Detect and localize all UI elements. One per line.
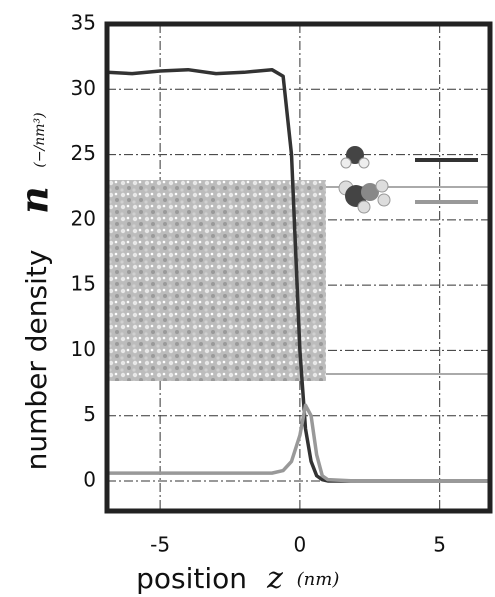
- y-tick-label: 10: [71, 337, 96, 361]
- y-unit: (−/nm³): [32, 112, 48, 167]
- x-tick-label: 0: [294, 533, 307, 557]
- y-tick-label: 15: [71, 272, 96, 296]
- y-symbol: n: [12, 186, 57, 214]
- x-tick-label: 5: [433, 533, 446, 557]
- x-symbol: z: [266, 561, 283, 596]
- y-tick-label: 25: [71, 141, 96, 165]
- y-label: number density: [20, 250, 53, 471]
- simulation-snapshot: [108, 180, 326, 381]
- series-line: [107, 403, 490, 483]
- alcohol-icon: [338, 179, 391, 214]
- plot-frame: [104, 21, 493, 514]
- y-tick-label: 35: [71, 11, 96, 35]
- x-label: position: [136, 562, 247, 595]
- y-tick-label: 20: [71, 206, 96, 230]
- y-axis-title: number density n (−/nm³): [12, 112, 57, 470]
- water-icon: [340, 146, 370, 169]
- y-tick-label: 5: [83, 402, 96, 426]
- x-tick-label: -5: [150, 533, 170, 557]
- y-tick-label: 0: [83, 467, 96, 491]
- x-unit: (nm): [297, 569, 340, 590]
- y-tick-label: 30: [71, 76, 96, 100]
